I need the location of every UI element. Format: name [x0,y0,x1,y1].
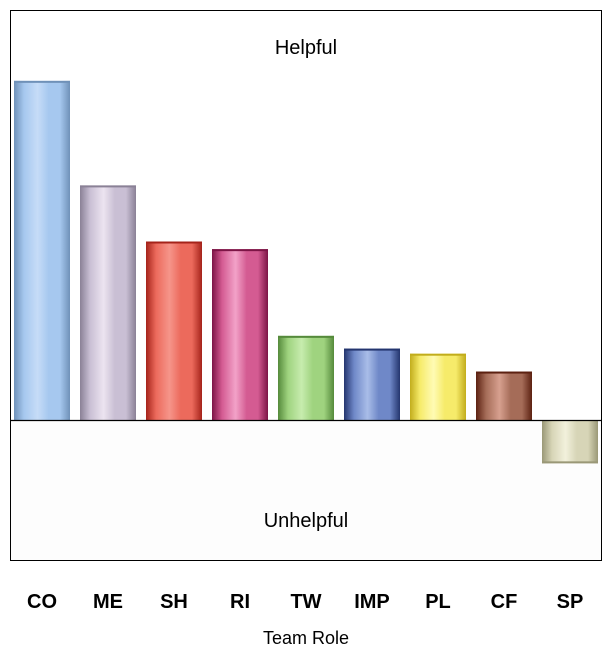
bar-pl [410,353,466,420]
bar-sh [146,241,202,420]
bar-cf-top-edge [476,371,532,374]
tick-label-cf: CF [491,591,518,613]
x-axis-title: Team Role [263,628,349,648]
tick-label-me: ME [93,591,123,613]
bar-sh-top-edge [146,241,202,244]
bar-imp [344,348,400,420]
bar-me [80,185,136,420]
tick-label-imp: IMP [354,591,390,613]
tick-label-sh: SH [160,591,188,613]
bar-co-top-edge [14,80,70,83]
bar-ri [212,249,268,420]
bar-cf [476,371,532,420]
plot-lower-region [11,421,601,560]
bar-ri-top-edge [212,249,268,252]
x-tick-labels: CO ME SH RI TW IMP PL CF SP [27,591,583,613]
bar-sp [542,420,598,464]
tick-label-pl: PL [425,591,451,613]
tick-label-tw: TW [290,591,321,613]
bar-tw-top-edge [278,335,334,338]
tick-label-co: CO [27,591,57,613]
annotation-unhelpful: Unhelpful [264,510,349,532]
tick-label-sp: SP [557,591,584,613]
bar-tw [278,335,334,420]
bars-group [14,80,598,464]
bar-imp-top-edge [344,348,400,351]
bar-sp-top-edge [542,461,598,464]
bar-me-top-edge [80,185,136,188]
annotation-helpful: Helpful [275,37,337,59]
bar-pl-top-edge [410,353,466,356]
tick-label-ri: RI [230,591,250,613]
bar-co [14,80,70,420]
